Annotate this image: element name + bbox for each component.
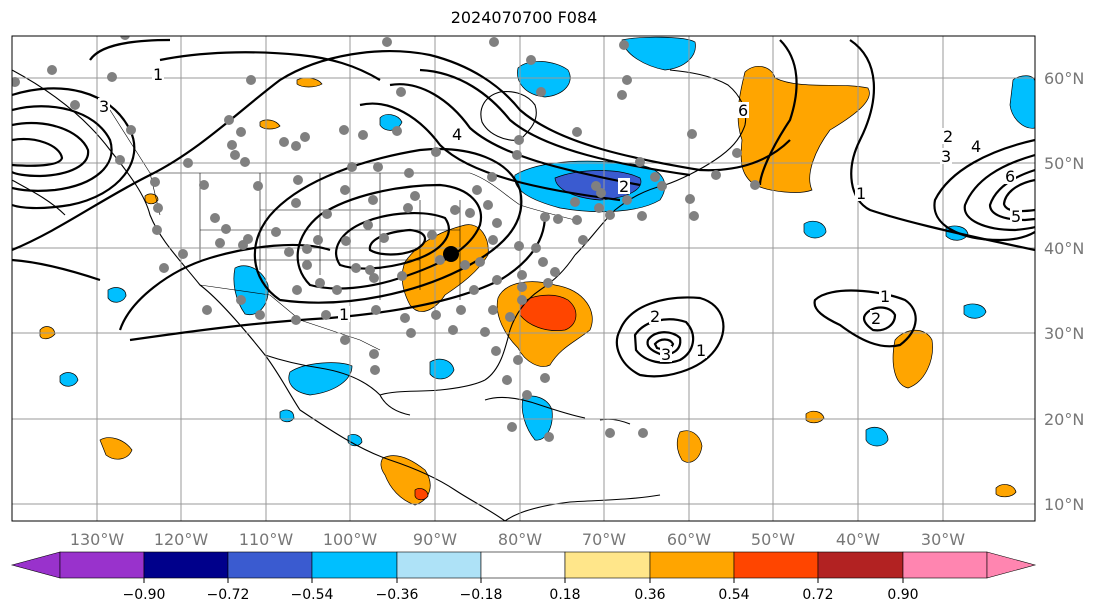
contour-label: 1 (339, 305, 349, 324)
lon-label: 110°W (239, 530, 294, 549)
lon-label: 80°W (498, 530, 542, 549)
lat-label: 20°N (1044, 410, 1084, 429)
contour-label: 3 (99, 97, 109, 116)
colorbar-tick-label: 0.18 (549, 587, 580, 603)
colorbar-tick-label: −0.90 (123, 587, 166, 603)
map-title: 2024070700 F084 (450, 8, 598, 27)
lon-labels: 130°W 120°W 110°W 100°W 90°W 80°W 70°W 6… (70, 530, 965, 549)
colorbar (10, 551, 1037, 579)
contour-label: 6 (738, 101, 748, 120)
pos-area-ohio-valley (401, 224, 489, 312)
map-area: 1 3 4 6 2 2 3 4 6 5 1 1 2 3 (12, 36, 1035, 521)
center-marker (443, 246, 459, 262)
colorbar-extend-high (986, 551, 1037, 579)
contour-label: 2 (619, 177, 629, 196)
colorbar-segment (733, 551, 819, 579)
contour-atl-low (615, 296, 725, 378)
contour-north-1 (12, 50, 791, 252)
lon-label: 120°W (154, 530, 209, 549)
contours (12, 38, 1035, 378)
colorbar-segment (649, 551, 735, 579)
colorbar-segment (817, 551, 904, 579)
contour-label: 5 (1011, 207, 1021, 226)
lon-label: 130°W (70, 530, 125, 549)
colorbar-segment (143, 551, 229, 579)
contour-label: 2 (943, 127, 953, 146)
lon-label: 30°W (921, 530, 965, 549)
colorbar-tick-label: 0.72 (802, 587, 833, 603)
colorbar-segment (902, 551, 988, 579)
neg-area-hudson (517, 61, 571, 98)
colorbar-tick-label: −0.54 (291, 587, 334, 603)
contour-label: 2 (871, 309, 881, 328)
colorbar-segment (311, 551, 398, 579)
colorbar-tick-label: −0.72 (207, 587, 250, 603)
lat-label: 50°N (1044, 154, 1084, 173)
contour-label: 4 (452, 125, 462, 144)
contour-east-high (933, 138, 1035, 242)
contour-label: 4 (971, 137, 981, 156)
contour-label: 1 (880, 287, 890, 306)
contour-labels: 1 3 4 6 2 2 3 4 6 5 1 1 2 3 (98, 65, 1022, 364)
lon-label: 90°W (413, 530, 457, 549)
lon-label: 100°W (323, 530, 378, 549)
shading (39, 36, 1035, 506)
contour-mid-atl (813, 289, 917, 348)
colorbar-segment (59, 551, 145, 579)
colorbar-segment (564, 551, 651, 579)
lon-label: 60°W (667, 530, 711, 549)
colorbar-ticks (143, 578, 904, 583)
lon-label: 40°W (836, 530, 880, 549)
contour-west-outer (12, 87, 136, 210)
lon-label: 50°W (751, 530, 795, 549)
lat-label: 10°N (1044, 495, 1084, 514)
lat-label: 60°N (1044, 69, 1084, 88)
colorbar-segment (480, 551, 566, 579)
colorbar-labels: −0.90 −0.72 −0.54 −0.36 −0.18 0.18 0.36 … (123, 587, 919, 603)
contour-label: 3 (661, 345, 671, 364)
contour-label: 1 (856, 184, 866, 203)
colorbar-segment (227, 551, 313, 579)
colorbar-tick-label: −0.36 (376, 587, 419, 603)
contour-label: 1 (696, 341, 706, 360)
lat-label: 30°N (1044, 324, 1084, 343)
colorbar-tick-label: −0.18 (460, 587, 503, 603)
colorbar-segment (396, 551, 482, 579)
colorbar-tick-label: 0.90 (887, 587, 918, 603)
neg-area-gulf (288, 362, 353, 396)
colorbar-tick-label: 0.54 (718, 587, 749, 603)
contour-us-1 (129, 214, 547, 342)
lat-labels: 60°N 50°N 40°N 30°N 20°N 10°N (1044, 69, 1084, 514)
pos-area-southeast-core (519, 294, 577, 331)
lon-label: 70°W (582, 530, 626, 549)
station-dots (12, 36, 760, 442)
lat-label: 40°N (1044, 239, 1084, 258)
contour-ohio-low-1 (253, 148, 523, 304)
contour-label: 2 (650, 307, 660, 326)
contour-label: 6 (1005, 167, 1015, 186)
colorbar-extend-low (10, 551, 61, 579)
contour-label: 1 (153, 65, 163, 84)
pos-area-newfoundland (737, 65, 870, 193)
contour-label: 3 (941, 147, 951, 166)
colorbar-tick-label: 0.36 (634, 587, 665, 603)
neg-area-labrador (621, 36, 696, 71)
